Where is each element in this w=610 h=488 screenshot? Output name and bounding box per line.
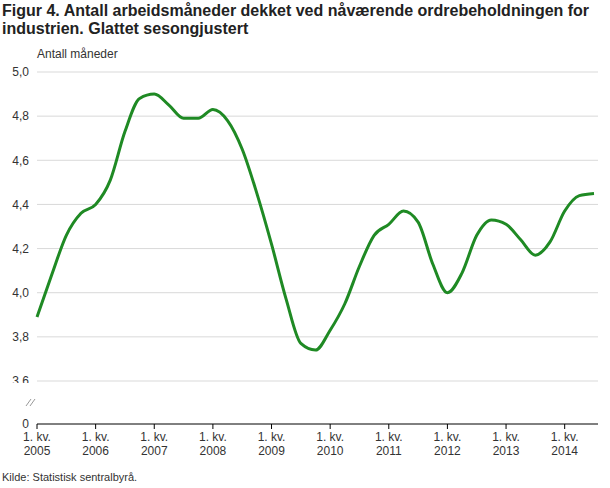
svg-text:1. kv.: 1. kv.	[316, 430, 344, 444]
svg-text:4,0: 4,0	[12, 286, 29, 300]
html-text:Kilde: Statistisk sentralbyrå.: Kilde: Statistisk sentralbyrå.	[2, 471, 138, 483]
svg-text:4,6: 4,6	[12, 154, 29, 168]
svg-text:2014: 2014	[551, 444, 578, 458]
svg-text:1. kv.: 1. kv.	[434, 430, 462, 444]
svg-text:1. kv.: 1. kv.	[375, 430, 403, 444]
svg-text:4,8: 4,8	[12, 109, 29, 123]
svg-text:1. kv.: 1. kv.	[492, 430, 520, 444]
svg-text:4,4: 4,4	[12, 198, 29, 212]
svg-text:2013: 2013	[493, 444, 520, 458]
svg-text:2007: 2007	[141, 444, 168, 458]
svg-text:5,0: 5,0	[12, 65, 29, 79]
svg-text:1. kv.: 1. kv.	[140, 430, 168, 444]
html-text:Antall måneder: Antall måneder	[37, 47, 118, 61]
svg-text:3,8: 3,8	[12, 330, 29, 344]
svg-text:1. kv.: 1. kv.	[82, 430, 110, 444]
svg-text:1. kv.: 1. kv.	[551, 430, 579, 444]
svg-text:3,6: 3,6	[12, 374, 29, 383]
html-text:Figur 4. Antall arbeidsmåneder: Figur 4. Antall arbeidsmåneder dekket ve…	[2, 2, 590, 37]
svg-text:2005: 2005	[24, 444, 51, 458]
svg-text:2008: 2008	[200, 444, 227, 458]
svg-text:1. kv.: 1. kv.	[23, 430, 51, 444]
svg-text:4,2: 4,2	[12, 242, 29, 256]
svg-text:2010: 2010	[317, 444, 344, 458]
svg-text:2006: 2006	[82, 444, 109, 458]
svg-text:0: 0	[22, 417, 29, 431]
svg-text:1. kv.: 1. kv.	[258, 430, 286, 444]
svg-text:2009: 2009	[258, 444, 285, 458]
svg-text:2011: 2011	[376, 444, 402, 458]
svg-text:2012: 2012	[434, 444, 461, 458]
svg-text:1. kv.: 1. kv.	[199, 430, 227, 444]
